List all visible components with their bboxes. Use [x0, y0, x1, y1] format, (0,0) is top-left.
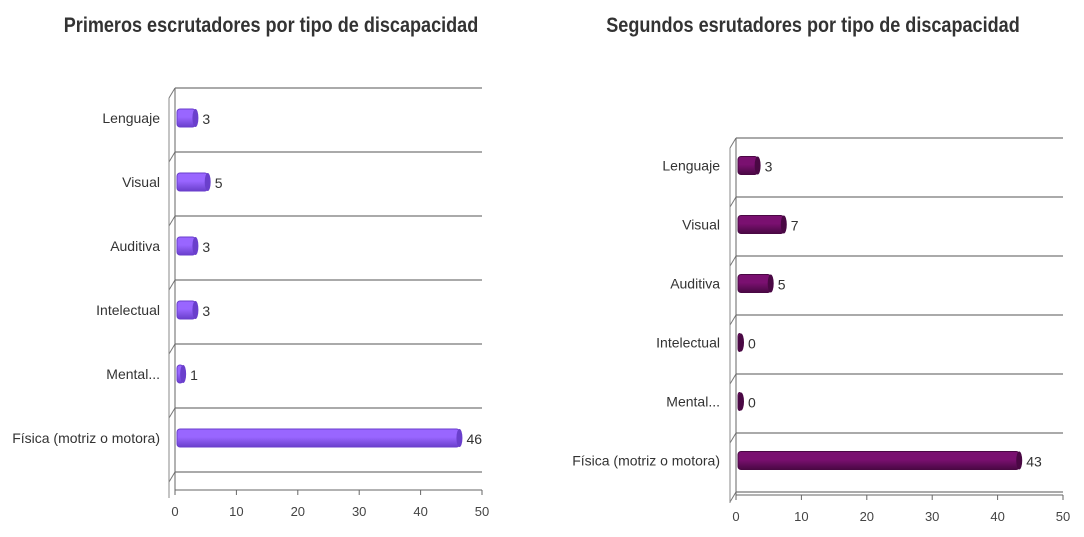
wall-edge: [168, 471, 176, 483]
data-label: 5: [778, 277, 786, 293]
wall-edge: [729, 196, 737, 208]
chart-title: Segundos esrutadores por tipo de discapa…: [606, 14, 1020, 37]
wall-edge: [168, 279, 176, 291]
wall-edge: [729, 373, 737, 385]
category-label: Mental...: [666, 394, 720, 410]
bar: [737, 451, 1020, 470]
wall-edge: [168, 343, 176, 355]
category-label: Visual: [122, 174, 160, 190]
bar: [737, 274, 772, 293]
wall-edge: [168, 407, 176, 419]
bar-cap: [780, 215, 787, 234]
bar: [176, 428, 460, 448]
data-label: 3: [202, 111, 210, 127]
bar-chart-primeros: 0 10 20 30 40 50 Lenguaje 3 Visual 5 Auditiva 3 Inte…: [12, 87, 489, 519]
bar: [737, 215, 785, 234]
x-tick-label: 0: [732, 509, 739, 524]
data-label: 43: [1026, 454, 1042, 470]
wall-edge: [729, 432, 737, 444]
bar-cap: [767, 274, 774, 293]
category-label: Intelectual: [96, 302, 160, 318]
x-tick-label: 20: [860, 509, 874, 524]
category-label: Mental...: [106, 366, 160, 382]
x-tick-label: 30: [352, 504, 366, 519]
data-label: 5: [215, 175, 223, 191]
wall-edge: [729, 491, 737, 503]
bar-cap: [738, 392, 744, 411]
category-label: Física (motriz o motora): [572, 453, 720, 469]
x-tick-label: 10: [229, 504, 243, 519]
bar-chart-segundos: 0 10 20 30 40 50 Lenguaje 3 Visual 7 Auditiva 5 Inte…: [572, 137, 1070, 524]
bar-cap: [192, 109, 199, 127]
bar-cap: [180, 365, 187, 383]
x-tick-label: 10: [794, 509, 808, 524]
chart-panel-segundos: Segundos esrutadores por tipo de discapa…: [542, 0, 1084, 537]
data-label: 3: [765, 159, 773, 175]
data-label: 7: [791, 218, 799, 234]
data-label: 1: [190, 367, 198, 383]
wall-edge: [168, 87, 176, 99]
chart-panel-primeros: Primeros escrutadores por tipo de discap…: [12, 14, 489, 519]
bar: [176, 172, 209, 192]
x-tick-label: 40: [990, 509, 1004, 524]
chart-title: Primeros escrutadores por tipo de discap…: [63, 14, 479, 37]
data-label: 46: [466, 431, 482, 447]
bar-cap: [456, 429, 463, 447]
x-tick-label: 30: [925, 509, 939, 524]
data-label: 0: [748, 336, 756, 352]
bar-cap: [1016, 451, 1023, 470]
x-tick-label: 40: [413, 504, 427, 519]
data-label: 0: [748, 395, 756, 411]
wall-edge: [729, 255, 737, 267]
data-label: 3: [202, 303, 210, 319]
data-label: 3: [202, 239, 210, 255]
wall-edge: [729, 314, 737, 326]
x-tick-label: 50: [475, 504, 489, 519]
category-label: Intelectual: [656, 335, 720, 351]
wall-edge: [168, 151, 176, 163]
category-label: Física (motriz o motora): [12, 430, 160, 446]
bar-cap: [192, 237, 199, 255]
category-label: Auditiva: [670, 276, 720, 292]
bar-cap: [754, 156, 761, 175]
x-tick-label: 50: [1056, 509, 1070, 524]
category-label: Lenguaje: [102, 110, 160, 126]
bar-cap: [204, 173, 211, 191]
category-label: Auditiva: [110, 238, 160, 254]
x-tick-label: 0: [171, 504, 178, 519]
category-label: Visual: [682, 217, 720, 233]
category-label: Lenguaje: [662, 158, 720, 174]
bar-cap: [738, 333, 744, 352]
wall-edge: [729, 137, 737, 149]
wall-edge: [168, 215, 176, 227]
x-tick-label: 20: [291, 504, 305, 519]
bar-cap: [192, 301, 199, 319]
